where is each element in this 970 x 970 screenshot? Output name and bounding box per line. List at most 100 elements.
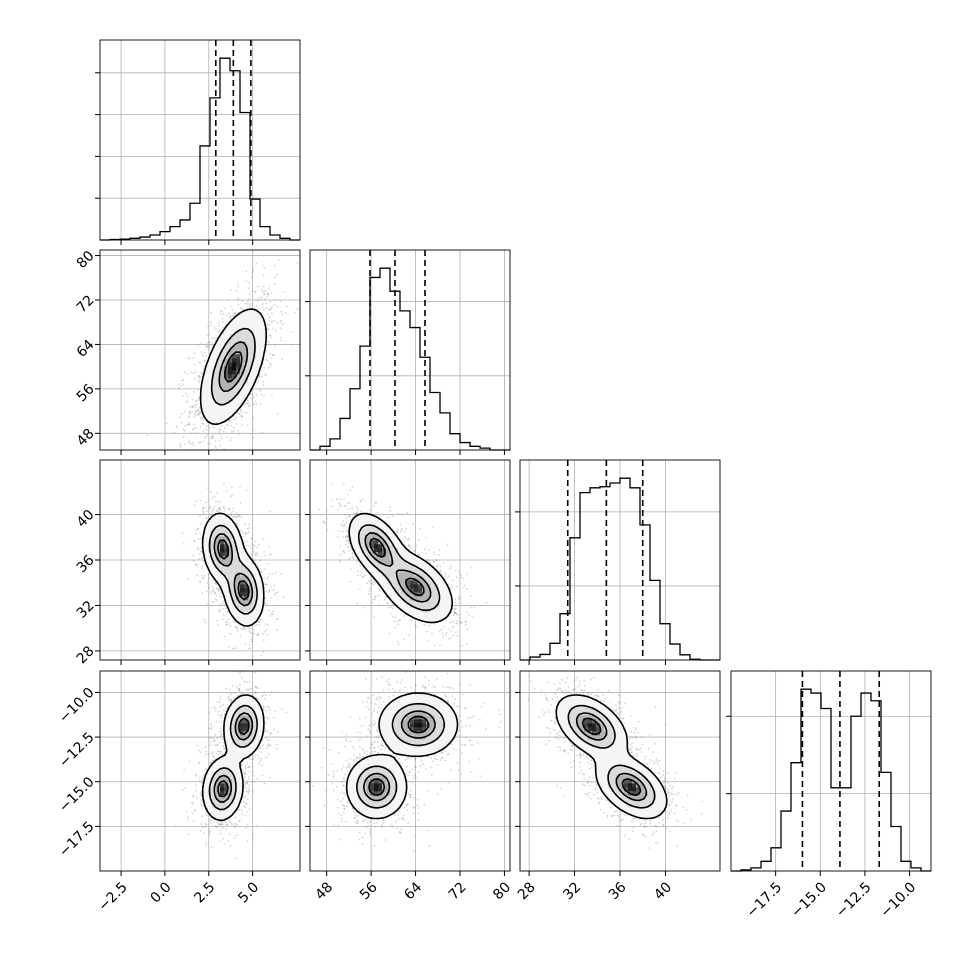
scatter-point xyxy=(248,789,251,792)
scatter-point xyxy=(217,500,220,503)
scatter-point xyxy=(200,342,203,345)
density-cell xyxy=(212,374,217,379)
scatter-point xyxy=(184,410,187,413)
scatter-point xyxy=(188,357,191,360)
scatter-point xyxy=(222,703,225,706)
density-cell xyxy=(204,394,209,399)
scatter-point xyxy=(228,833,231,835)
scatter-point xyxy=(273,283,276,286)
scatter-point xyxy=(224,820,227,823)
density-cell xyxy=(236,600,241,605)
density-cell xyxy=(220,516,225,521)
scatter-point xyxy=(210,741,212,743)
density-cell xyxy=(240,382,245,387)
scatter-point xyxy=(259,559,262,562)
scatter-point xyxy=(228,420,231,423)
scatter-point xyxy=(258,620,261,623)
density-cell xyxy=(260,326,265,331)
scatter-point xyxy=(252,436,254,439)
scatter-point xyxy=(220,750,222,753)
density-cell xyxy=(236,374,241,379)
scatter-point xyxy=(276,628,278,631)
density-cell xyxy=(240,318,245,323)
scatter-point xyxy=(256,754,259,756)
scatter-point xyxy=(220,733,222,736)
scatter-point xyxy=(235,834,238,837)
panel-content xyxy=(100,460,300,660)
scatter-point xyxy=(205,767,208,770)
scatter-point xyxy=(266,323,269,326)
scatter-point xyxy=(223,509,226,511)
histogram-panel-1 xyxy=(305,249,511,455)
scatter-point xyxy=(268,745,270,748)
density-cell xyxy=(212,382,217,387)
density-cell xyxy=(236,612,241,617)
scatter-point xyxy=(238,688,241,691)
density-cell xyxy=(240,564,245,569)
scatter-point xyxy=(197,548,200,551)
scatter-point xyxy=(240,627,243,630)
scatter-point xyxy=(267,292,269,295)
density-cell xyxy=(240,322,245,327)
scatter-point xyxy=(190,442,193,445)
density-cell xyxy=(208,374,213,379)
density-cell xyxy=(244,604,249,609)
density-cell xyxy=(224,524,229,529)
scatter-point xyxy=(267,293,269,296)
scatter-point xyxy=(248,282,251,284)
scatter-point xyxy=(186,395,189,398)
scatter-point xyxy=(198,376,201,379)
density-cell xyxy=(256,612,261,617)
density-cell xyxy=(240,326,245,331)
density-cell xyxy=(208,410,213,415)
scatter-point xyxy=(291,331,294,334)
density-cell xyxy=(244,592,249,597)
scatter-point xyxy=(250,397,252,400)
density-cell xyxy=(204,532,209,537)
density-cell xyxy=(252,374,257,379)
density-cell xyxy=(240,334,245,339)
scatter-point xyxy=(206,582,209,584)
scatter-point xyxy=(214,598,217,601)
scatter-point xyxy=(209,761,212,764)
density-cell xyxy=(228,382,233,387)
density-cell xyxy=(256,584,261,589)
histogram-panel-2 xyxy=(515,459,721,665)
scatter-point xyxy=(253,624,256,627)
scatter-point xyxy=(258,623,261,626)
scatter-point xyxy=(204,351,206,354)
scatter-point xyxy=(251,765,254,768)
density-cell xyxy=(224,358,229,363)
scatter-point xyxy=(247,770,250,773)
scatter-point xyxy=(222,313,225,316)
scatter-point xyxy=(212,820,215,823)
scatter-point xyxy=(217,714,220,716)
scatter-point xyxy=(229,508,231,510)
scatter-point xyxy=(240,530,243,532)
scatter-point xyxy=(246,527,249,530)
scatter-point xyxy=(279,321,282,323)
scatter-point xyxy=(252,628,255,631)
scatter-point xyxy=(220,721,223,724)
scatter-point xyxy=(245,688,248,691)
density-cell xyxy=(216,580,221,585)
scatter-point xyxy=(205,510,208,513)
scatter-point xyxy=(214,733,217,736)
density-cell xyxy=(248,362,253,367)
density-cell xyxy=(204,528,209,533)
scatter-point xyxy=(231,823,233,826)
density-cell xyxy=(240,338,245,343)
scatter-point xyxy=(225,623,228,626)
density-cell xyxy=(228,410,233,415)
scatter-point xyxy=(245,802,248,805)
scatter-point xyxy=(232,514,235,516)
scatter-point xyxy=(212,507,214,510)
density-cell xyxy=(252,378,257,383)
density-cell xyxy=(224,584,229,589)
scatter-point xyxy=(266,744,268,747)
scatter-point xyxy=(191,405,194,408)
scatter-point xyxy=(265,358,268,361)
scatter-point xyxy=(209,506,212,509)
scatter-point xyxy=(263,267,266,269)
density-cell xyxy=(208,370,213,375)
